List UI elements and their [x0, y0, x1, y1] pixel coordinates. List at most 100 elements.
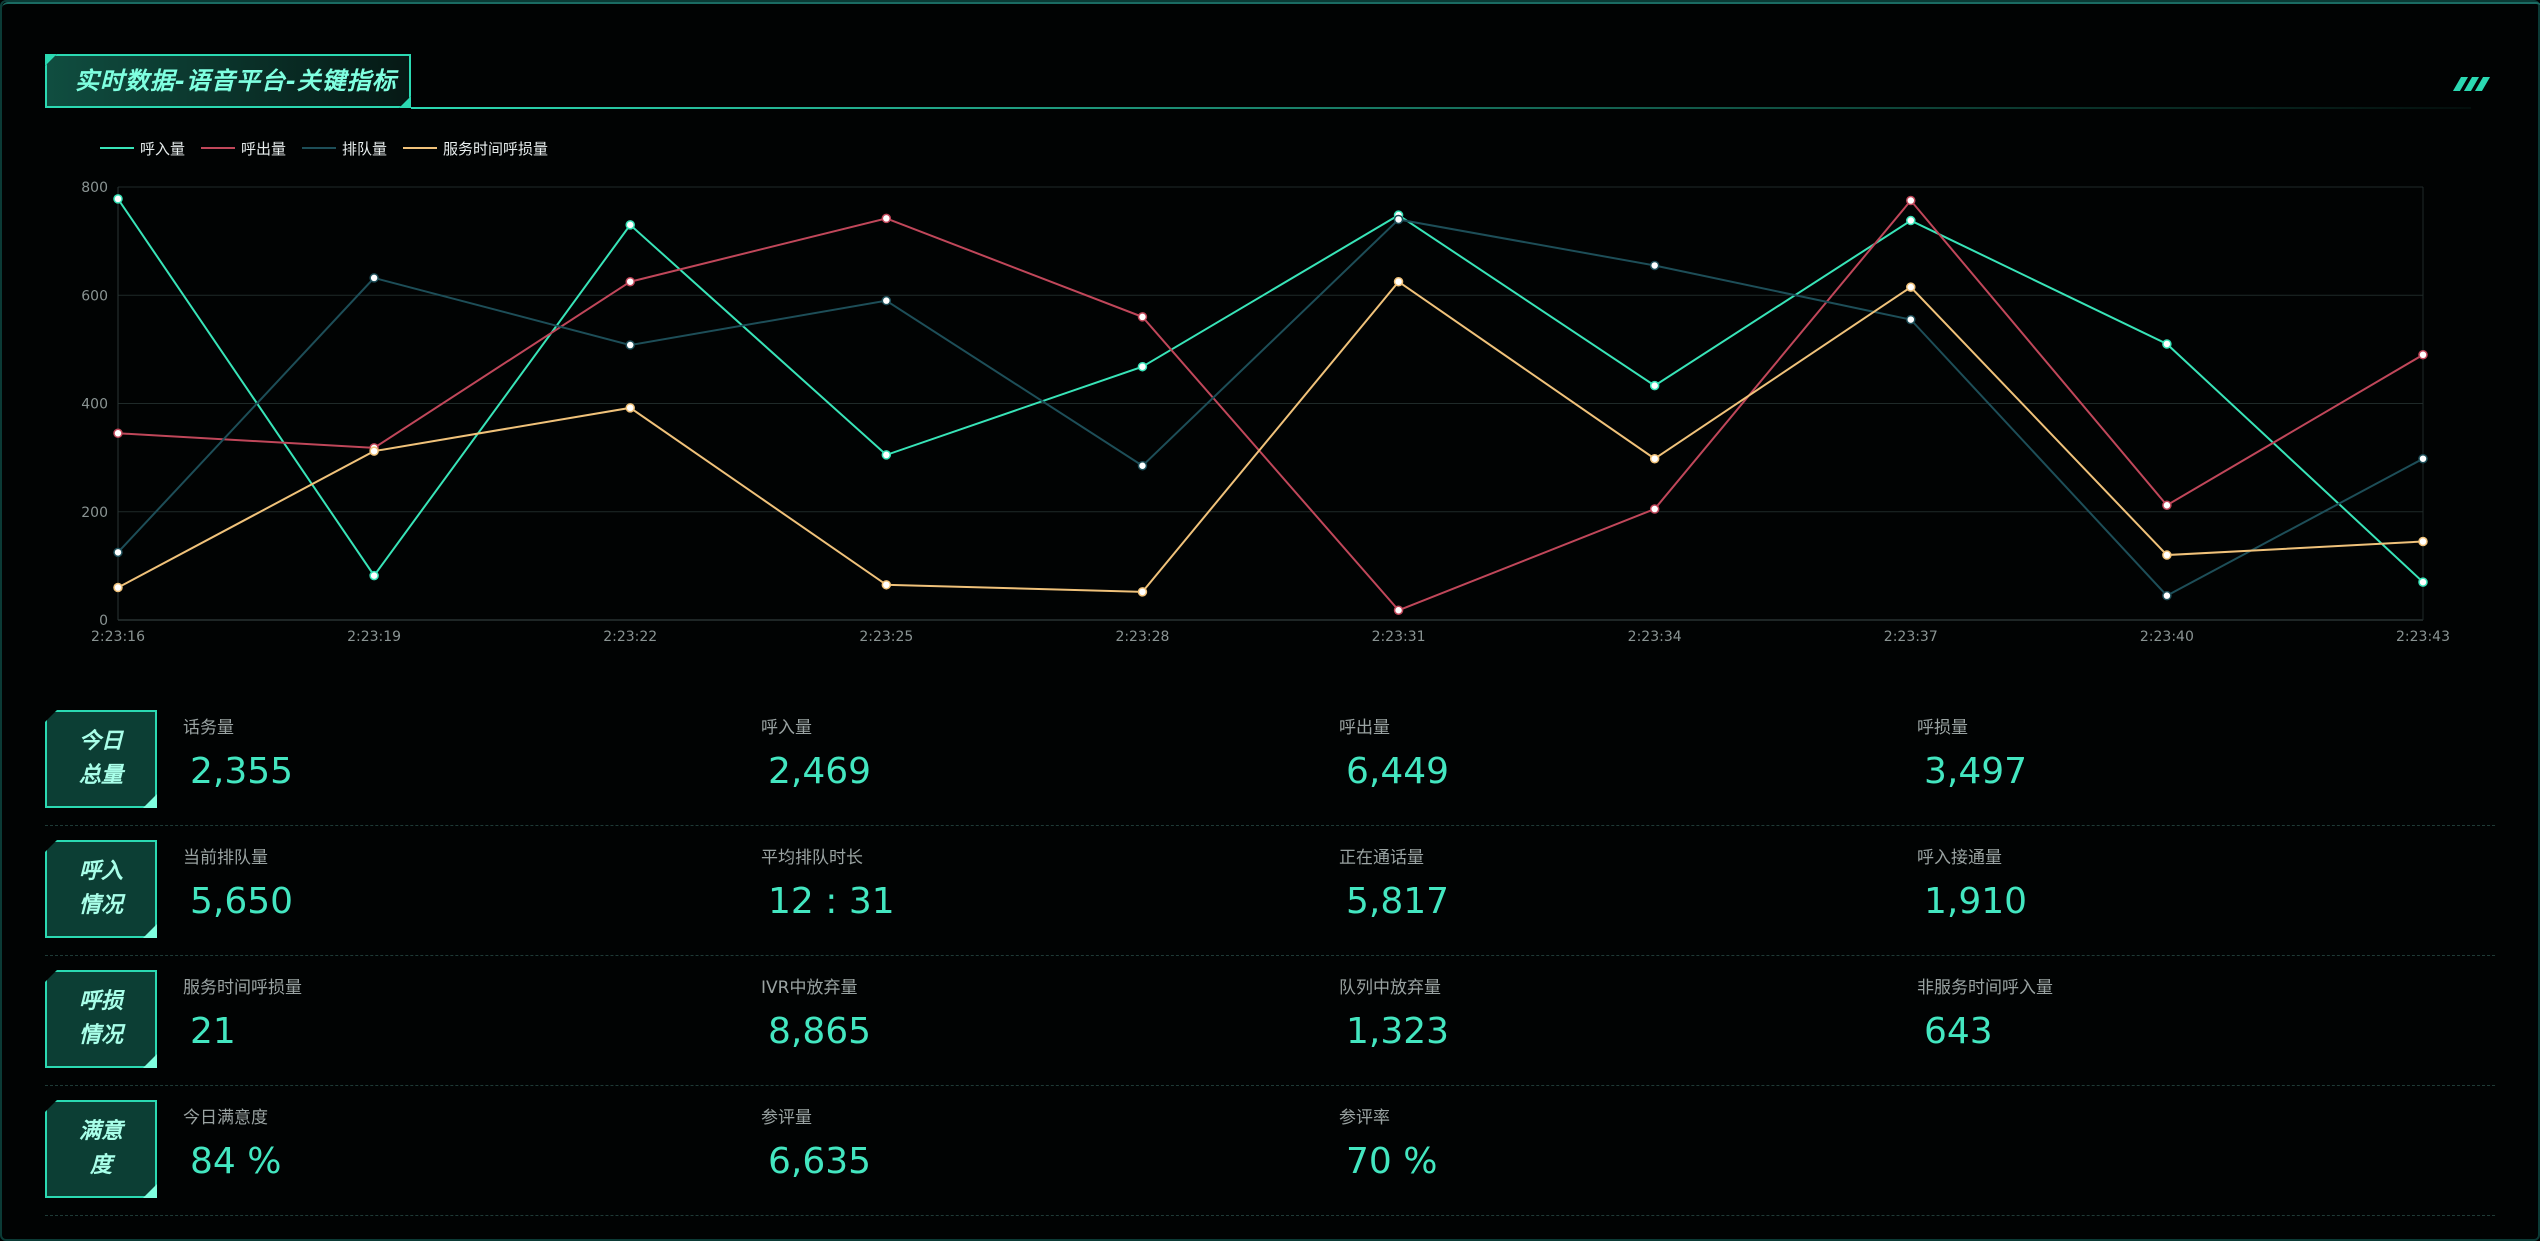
series-line	[117, 280, 2424, 593]
data-point	[2162, 550, 2172, 560]
data-point	[2418, 350, 2428, 360]
data-point	[625, 340, 635, 350]
kpi-metric-value: 1,910	[1924, 881, 2028, 922]
kpi-metric: 今日满意度 84 %	[183, 1106, 743, 1206]
line-chart: 0 200 400 600 800 2:23:16 2:23:19 2:23:22 2:23:2…	[81, 180, 2450, 645]
kpi-metric: 服务时间呼损量 21	[183, 976, 743, 1076]
data-point	[625, 276, 635, 287]
row-divider	[45, 1085, 2495, 1086]
data-point	[2162, 500, 2172, 511]
kpi-row: 呼损 情况 服务时间呼损量 21 IVR中放弃量 8,865 队列中放弃量 1,323 非服务时…	[45, 960, 2495, 1086]
x-tick-label: 2:23:16	[91, 629, 145, 645]
data-point	[1137, 361, 1148, 372]
kpi-metric-value: 3,497	[1924, 751, 2028, 792]
data-point	[881, 295, 892, 306]
kpi-category-label-line: 呼入	[78, 859, 123, 884]
x-tick-label: 2:23:34	[1628, 629, 1682, 645]
kpi-metric-label: 队列中放弃量	[1339, 978, 1441, 998]
data-point	[881, 450, 892, 460]
series-line	[117, 198, 2424, 583]
kpi-metric-label: 非服务时间呼入量	[1917, 978, 2053, 998]
series-line	[117, 218, 2424, 597]
legend-item[interactable]: 呼入量	[100, 138, 185, 159]
kpi-category-badge: 今日 总量	[45, 710, 157, 808]
section-header: 实时数据-语音平台-关键指标	[45, 54, 2491, 110]
data-point	[2418, 453, 2428, 464]
kpi-metric-label: 呼入量	[761, 718, 812, 738]
kpi-metric-label: 参评量	[761, 1108, 812, 1128]
kpi-category-label: 呼损 情况	[71, 985, 131, 1053]
kpi-metric-label: 今日满意度	[183, 1108, 268, 1128]
kpi-metric-label: IVR中放弃量	[761, 978, 858, 998]
kpi-category-label-line: 情况	[78, 893, 123, 918]
kpi-metric-value: 21	[190, 1011, 236, 1052]
kpi-metric-value: 6,635	[768, 1141, 872, 1182]
x-tick-label: 2:23:31	[1372, 629, 1426, 645]
data-point	[1393, 276, 1404, 287]
kpi-metric-value: 6,449	[1346, 751, 1450, 792]
data-point	[2162, 590, 2172, 601]
kpi-category-label: 今日 总量	[71, 725, 131, 793]
y-tick-label: 400	[81, 397, 108, 413]
kpi-metric-value: 8,865	[768, 1011, 872, 1052]
kpi-category-label-line: 满意	[78, 1119, 123, 1144]
data-point	[113, 428, 123, 439]
kpi-row: 今日 总量 话务量 2,355 呼入量 2,469 呼出量 6,449 呼损量 3,497	[45, 700, 2495, 826]
legend-swatch	[201, 147, 236, 149]
data-point	[1393, 605, 1404, 616]
x-tick-label: 2:23:22	[603, 629, 657, 645]
data-point	[2418, 536, 2428, 547]
data-point	[1906, 215, 1916, 226]
row-divider	[45, 955, 2495, 956]
data-point	[1137, 460, 1148, 471]
kpi-metric-label: 话务量	[183, 718, 234, 738]
series-line	[117, 198, 2424, 612]
legend-label: 排队量	[342, 139, 388, 158]
data-point	[369, 570, 379, 581]
legend-item[interactable]: 呼出量	[201, 138, 286, 159]
kpi-metric: 非服务时间呼入量 643	[1917, 976, 2477, 1076]
legend-item[interactable]: 排队量	[302, 138, 387, 159]
x-tick-label: 2:23:28	[1115, 629, 1169, 645]
data-point	[1649, 504, 1660, 514]
kpi-metric: 参评率 70 %	[1339, 1106, 1899, 1206]
kpi-metric-value: 643	[1924, 1011, 1993, 1052]
title-corner-decoration	[45, 54, 57, 66]
x-tick-label: 2:23:19	[347, 629, 401, 645]
kpi-metric-value: 70 %	[1346, 1141, 1438, 1182]
kpi-metric-value: 1,323	[1346, 1011, 1450, 1052]
data-point	[881, 213, 892, 224]
x-tick-label: 2:23:25	[859, 629, 913, 645]
data-point	[1393, 214, 1404, 225]
data-point	[1649, 453, 1660, 464]
data-point	[881, 580, 892, 590]
badge-corner-decoration	[143, 924, 157, 938]
kpi-metric: IVR中放弃量 8,865	[761, 976, 1321, 1076]
kpi-row: 满意度 今日满意度 84 % 参评量 6,635 参评率 70 %	[45, 1090, 2495, 1216]
badge-corner-decoration	[143, 1054, 157, 1068]
frame-top-border	[2, 2, 2540, 16]
kpi-category-label: 呼入 情况	[71, 855, 131, 923]
kpi-metric: 参评量 6,635	[761, 1106, 1321, 1206]
y-tick-label: 600	[81, 288, 108, 304]
kpi-metric-value: 2,469	[768, 751, 872, 792]
x-tick-label: 2:23:43	[2396, 629, 2450, 645]
page-title: 实时数据-语音平台-关键指标	[75, 67, 397, 95]
legend-swatch	[100, 147, 134, 149]
x-tick-label: 2:23:37	[1884, 629, 1938, 645]
title-box	[45, 54, 411, 108]
kpi-metric: 呼出量 6,449	[1339, 716, 1899, 816]
kpi-metric-label: 服务时间呼损量	[183, 978, 302, 998]
data-point	[113, 194, 123, 204]
data-point	[369, 446, 379, 456]
kpi-category-label-line: 今日	[78, 729, 123, 754]
data-point	[1649, 260, 1660, 271]
legend-label: 服务时间呼损量	[443, 139, 549, 158]
kpi-metric: 话务量 2,355	[183, 716, 743, 816]
data-point	[1906, 195, 1916, 206]
legend-item[interactable]: 服务时间呼损量	[403, 138, 548, 159]
data-point	[625, 220, 635, 230]
data-point	[2162, 339, 2172, 349]
y-tick-label: 200	[81, 505, 108, 521]
data-point	[113, 547, 123, 558]
